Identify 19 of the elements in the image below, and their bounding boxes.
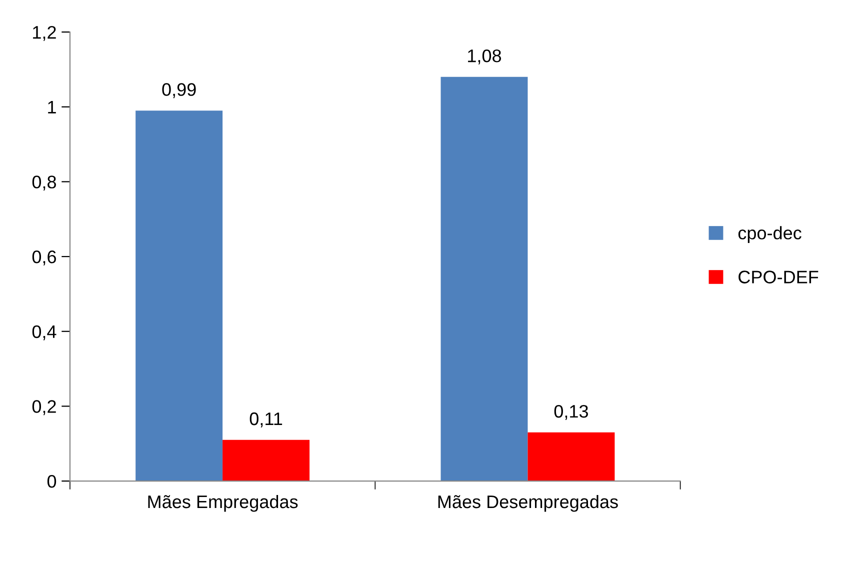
bar [528, 432, 615, 482]
y-tick-label: 0,6 [32, 250, 56, 266]
y-tick-label: 0,8 [32, 176, 56, 191]
x-tick-label: Mães Desempregadas [438, 494, 618, 512]
x-tick-label: Mães Empregadas [148, 494, 298, 512]
y-tick-label: 0,4 [32, 325, 56, 340]
legend-label: CPO-DEF [738, 270, 818, 284]
legend-label: cpo-dec [738, 226, 802, 243]
y-tick-label: 0,2 [32, 400, 56, 416]
data-label: 1,08 [468, 49, 502, 64]
bar [136, 110, 223, 482]
bar [440, 76, 528, 482]
data-label: 0,11 [250, 412, 282, 428]
data-label: 0,13 [554, 404, 588, 420]
y-tick-label: 1,2 [33, 26, 56, 41]
y-tick-label: 0 [47, 474, 56, 488]
bar [222, 440, 310, 482]
data-label: 0,99 [162, 83, 196, 98]
y-tick-label: 1 [48, 100, 56, 114]
